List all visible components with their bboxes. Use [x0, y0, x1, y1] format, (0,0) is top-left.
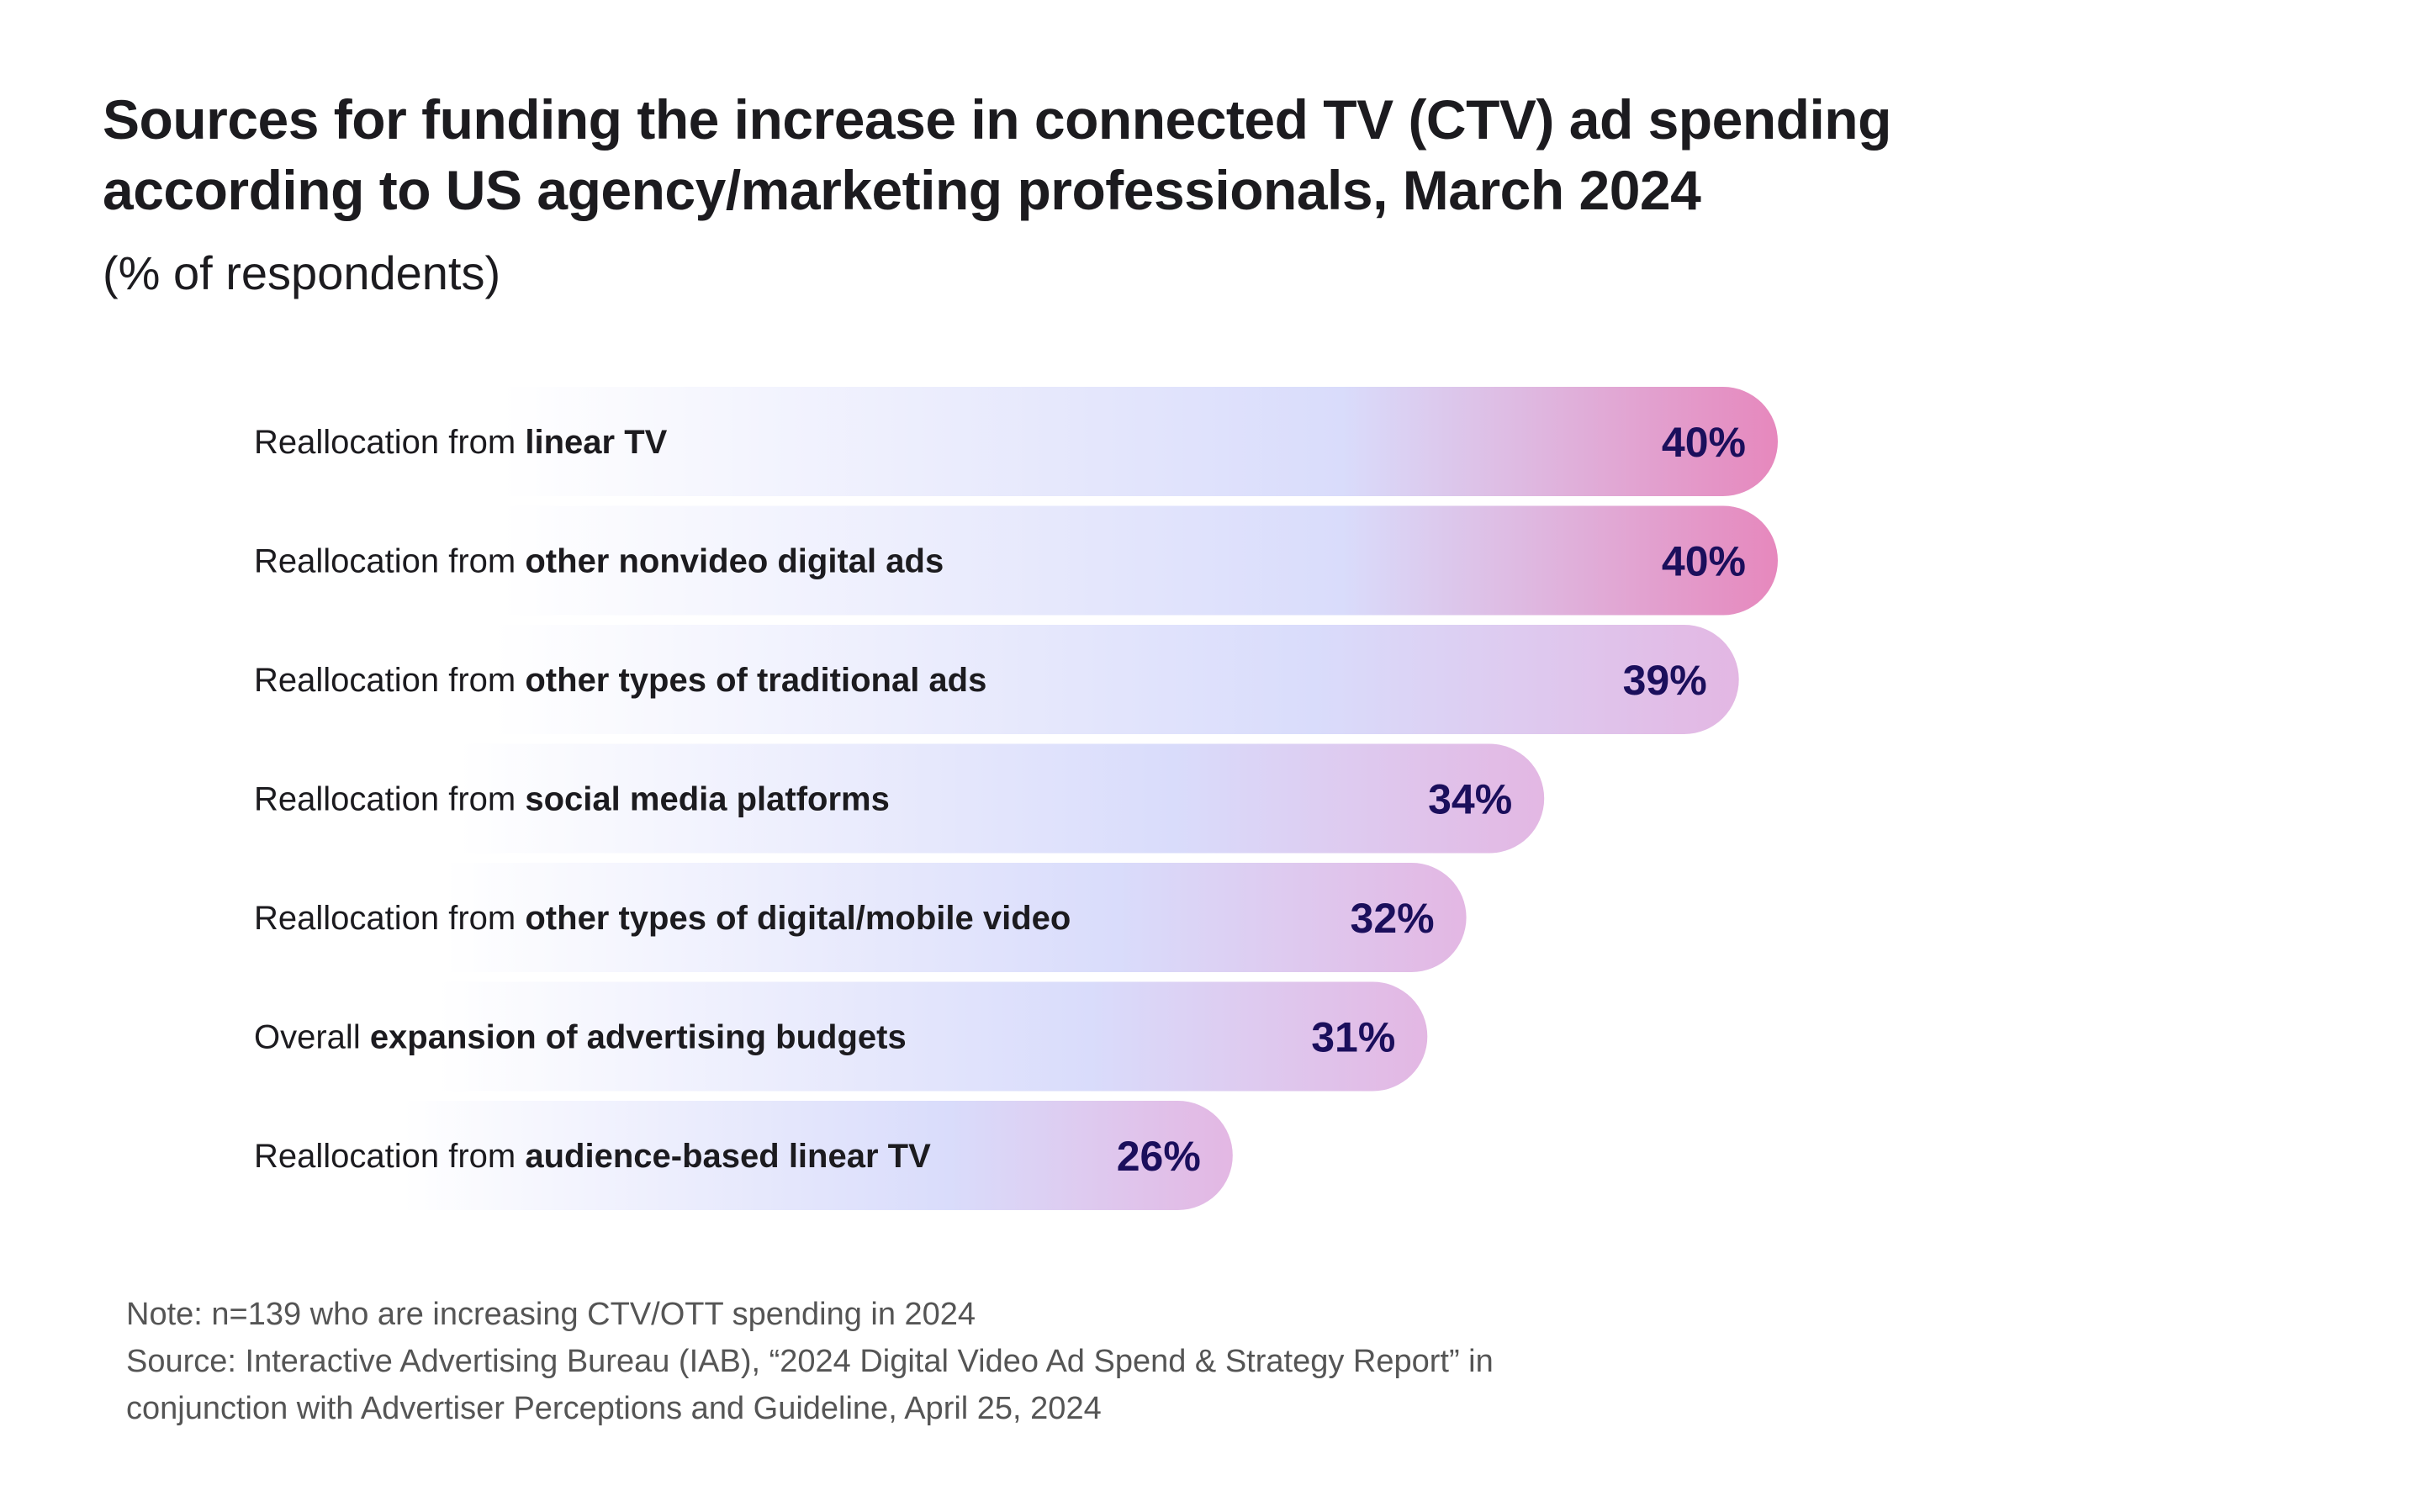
category-label-prefix: Reallocation from	[254, 900, 525, 937]
bar-4	[220, 743, 1545, 854]
category-label-prefix: Reallocation from	[254, 1138, 525, 1175]
chart-title: Sources for funding the increase in conn…	[103, 84, 2121, 225]
category-label-emphasis: linear TV	[525, 424, 667, 461]
chart-footnotes: Note: n=139 who are increasing CTV/OTT s…	[126, 1291, 1808, 1432]
bar-7	[220, 1101, 1233, 1210]
chart-subtitle: (% of respondents)	[103, 246, 501, 299]
category-label-emphasis: other nonvideo digital ads	[525, 543, 944, 580]
bar-5	[220, 863, 1467, 972]
value-label-6: 31%	[1311, 1014, 1395, 1061]
bar-2	[220, 505, 1778, 616]
category-label-emphasis: other types of traditional ads	[525, 662, 986, 699]
category-label-3: Reallocation from other types of traditi…	[254, 662, 986, 699]
source-text-line-1: Source: Interactive Advertising Bureau (…	[126, 1344, 1494, 1379]
category-label-prefix: Reallocation from	[254, 543, 525, 580]
category-label-emphasis: expansion of advertising budgets	[370, 1019, 907, 1056]
category-label-emphasis: social media platforms	[525, 781, 889, 818]
chart-title-line-2: according to US agency/marketing profess…	[103, 159, 1701, 221]
bar-1	[220, 387, 1778, 496]
category-label-prefix: Overall	[254, 1019, 370, 1056]
category-label-5: Reallocation from other types of digital…	[254, 900, 1071, 937]
bar-6	[220, 981, 1428, 1092]
category-label-emphasis: other types of digital/mobile video	[525, 900, 1071, 937]
value-label-3: 39%	[1623, 657, 1707, 704]
bars-group: Reallocation from linear TV 40% Reallocati…	[220, 387, 1778, 1210]
category-label-6: Overall expansion of advertising budgets	[254, 1019, 907, 1056]
bar-3	[220, 625, 1739, 734]
value-label-7: 26%	[1117, 1133, 1201, 1180]
category-label-prefix: Reallocation from	[254, 662, 525, 699]
category-label-1: Reallocation from linear TV	[254, 424, 668, 461]
source-text-line-2: conjunction with Advertiser Perceptions …	[126, 1391, 1102, 1426]
note-text: Note: n=139 who are increasing CTV/OTT s…	[126, 1297, 976, 1332]
value-label-4: 34%	[1428, 776, 1512, 823]
chart-title-line-1: Sources for funding the increase in conn…	[103, 88, 1891, 151]
category-label-4: Reallocation from social media platforms	[254, 781, 890, 818]
value-label-2: 40%	[1662, 538, 1746, 585]
category-label-2: Reallocation from other nonvideo digital…	[254, 543, 944, 580]
category-label-prefix: Reallocation from	[254, 424, 525, 461]
value-label-5: 32%	[1351, 895, 1435, 942]
category-label-emphasis: audience-based linear TV	[525, 1138, 931, 1175]
value-label-1: 40%	[1662, 419, 1746, 466]
category-label-7: Reallocation from audience-based linear …	[254, 1138, 931, 1175]
category-label-prefix: Reallocation from	[254, 781, 525, 818]
